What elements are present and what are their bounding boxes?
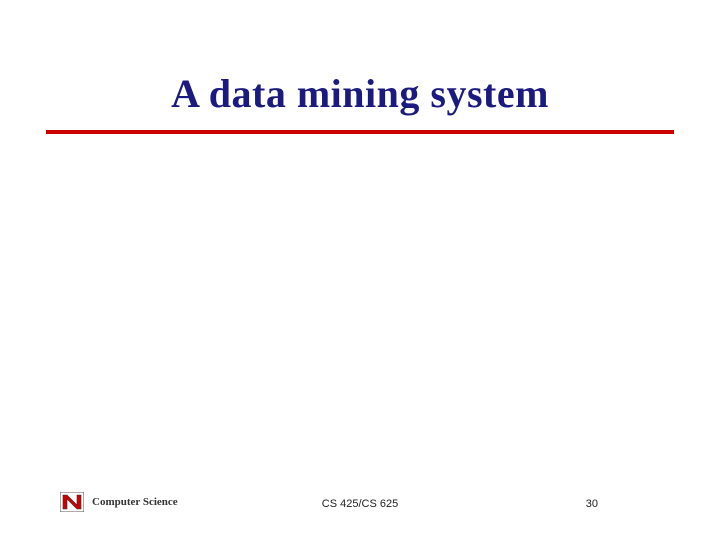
nebraska-logo-icon <box>60 492 84 512</box>
slide-title: A data mining system <box>0 70 720 117</box>
footer: Computer Science CS 425/CS 625 30 <box>0 482 720 512</box>
slide: A data mining system Computer Science CS… <box>0 0 720 540</box>
page-number: 30 <box>586 498 598 510</box>
course-label: CS 425/CS 625 <box>322 498 398 510</box>
department-label: Computer Science <box>92 496 178 508</box>
title-divider <box>46 130 674 134</box>
footer-left: Computer Science <box>60 492 178 512</box>
